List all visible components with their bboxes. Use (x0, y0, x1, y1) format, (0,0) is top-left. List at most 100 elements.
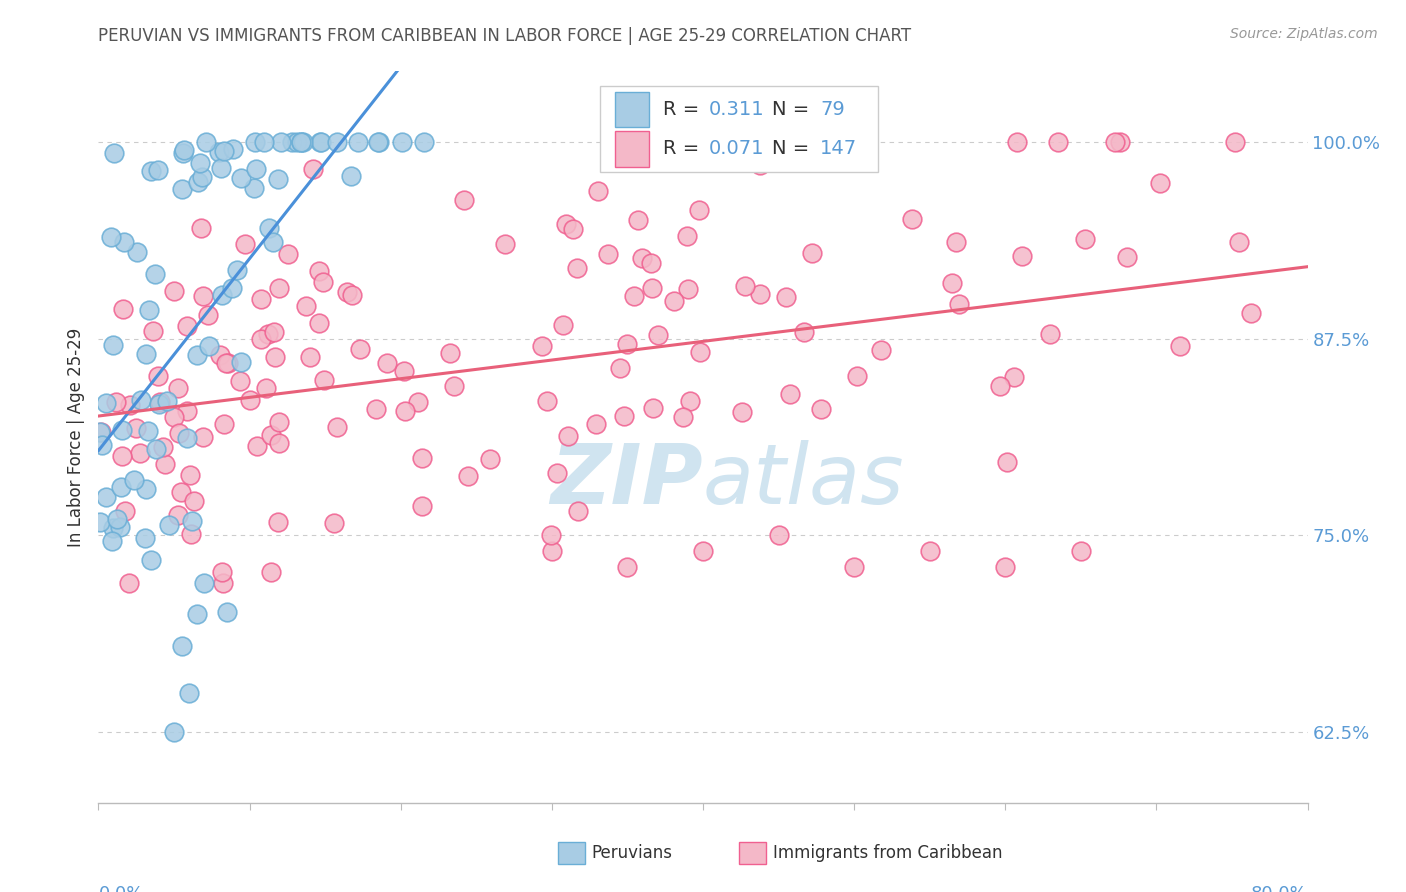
Point (135, 346, 157, 360)
Point (155, 458, 177, 472)
Text: 147: 147 (820, 139, 858, 159)
Point (298, 350, 321, 364)
Point (918, 544, 941, 558)
Point (1039, 327, 1062, 342)
Point (391, 135, 413, 149)
Point (186, 348, 208, 362)
Point (311, 135, 333, 149)
Point (211, 575, 233, 590)
Point (190, 169, 212, 184)
Point (229, 170, 252, 185)
Point (269, 436, 291, 450)
Point (176, 431, 198, 445)
Point (166, 508, 188, 522)
Point (221, 281, 243, 295)
Point (170, 182, 193, 196)
Point (238, 392, 260, 407)
Text: PERUVIAN VS IMMIGRANTS FROM CARIBBEAN IN LABOR FORCE | AGE 25-29 CORRELATION CHA: PERUVIAN VS IMMIGRANTS FROM CARIBBEAN IN… (98, 27, 911, 45)
Point (180, 514, 202, 528)
Point (173, 143, 195, 157)
Point (672, 409, 695, 424)
Point (122, 474, 145, 488)
Point (246, 439, 269, 453)
Point (540, 527, 562, 541)
Point (103, 338, 125, 352)
Point (302, 162, 325, 177)
Point (146, 368, 169, 383)
Point (641, 281, 664, 295)
Point (118, 398, 141, 412)
Point (375, 356, 398, 370)
Point (336, 285, 359, 299)
Text: 0.0%: 0.0% (98, 885, 143, 892)
Point (679, 393, 702, 408)
Point (1115, 250, 1137, 264)
Point (748, 286, 770, 301)
Point (114, 503, 136, 517)
Point (103, 521, 125, 535)
Point (262, 235, 284, 249)
Point (180, 526, 202, 541)
Point (326, 135, 349, 149)
Point (110, 520, 132, 534)
Point (800, 245, 823, 260)
Text: N =: N = (772, 139, 815, 159)
Point (616, 337, 638, 351)
Point (260, 565, 283, 579)
Point (250, 293, 273, 307)
Point (457, 468, 479, 483)
Point (145, 442, 167, 456)
Point (211, 287, 233, 301)
Point (193, 575, 215, 590)
Point (129, 392, 152, 407)
Bar (614, 92, 648, 127)
Point (141, 164, 163, 178)
Point (190, 220, 212, 235)
Point (257, 327, 280, 342)
Point (253, 135, 276, 149)
Point (394, 404, 416, 418)
Point (768, 528, 790, 542)
Point (229, 374, 252, 388)
Point (135, 482, 157, 496)
Point (364, 401, 387, 416)
Point (287, 135, 309, 149)
Point (188, 155, 211, 169)
Point (688, 202, 710, 217)
Point (546, 466, 568, 480)
Point (368, 135, 391, 149)
Point (869, 343, 891, 357)
Point (941, 277, 963, 291)
Point (111, 423, 134, 437)
Point (208, 348, 231, 362)
Point (128, 446, 150, 460)
Text: N =: N = (772, 100, 815, 119)
Point (290, 135, 312, 149)
Point (643, 401, 665, 416)
Point (215, 356, 238, 370)
Point (1240, 306, 1263, 320)
Point (163, 725, 186, 739)
Point (623, 288, 645, 302)
Point (567, 504, 589, 518)
Point (249, 332, 271, 346)
Point (596, 246, 619, 260)
Point (146, 162, 169, 177)
Point (89, 515, 111, 529)
Point (1005, 135, 1028, 149)
Point (156, 393, 179, 408)
Y-axis label: In Labor Force | Age 25-29: In Labor Force | Age 25-29 (66, 327, 84, 547)
Point (349, 343, 371, 357)
Point (191, 430, 214, 444)
Point (616, 559, 638, 574)
Point (191, 288, 214, 302)
Point (110, 480, 132, 494)
Point (198, 339, 221, 353)
Point (263, 350, 285, 364)
Point (557, 428, 579, 442)
Point (104, 394, 127, 409)
Point (322, 516, 344, 530)
Point (243, 135, 266, 149)
Point (162, 284, 184, 298)
Point (127, 244, 149, 259)
